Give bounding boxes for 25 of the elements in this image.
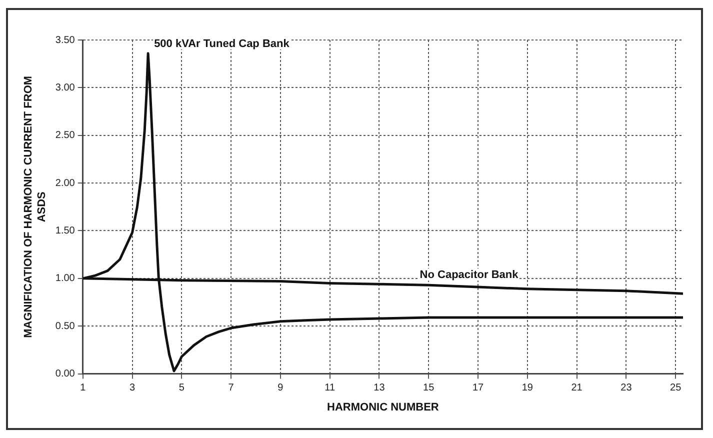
y-tick-label: 3.00 xyxy=(55,82,76,94)
y-tick-label: 0.00 xyxy=(55,368,76,380)
y-tick-label: 2.00 xyxy=(55,178,76,189)
x-tick-label: 21 xyxy=(571,382,583,394)
x-tick-label: 1 xyxy=(80,382,86,394)
x-tick-label: 17 xyxy=(472,382,484,394)
y-tick-label: 3.50 xyxy=(55,34,76,46)
x-tick-label: 5 xyxy=(178,382,185,394)
x-tick-label: 19 xyxy=(522,382,534,394)
y-tick-label: 2.50 xyxy=(55,130,76,142)
x-tick-label: 13 xyxy=(374,382,386,394)
x-tick-label: 3 xyxy=(129,382,136,394)
annotation: 500 kVAr Tuned Cap Bank xyxy=(154,38,290,50)
x-tick-label: 11 xyxy=(324,382,336,394)
x-tick-label: 25 xyxy=(670,382,682,394)
x-tick-label: 23 xyxy=(620,382,632,394)
x-axis-title: HARMONIC NUMBER xyxy=(327,401,439,414)
annotation: No Capacitor Bank xyxy=(420,269,520,282)
y-tick-label: 1.50 xyxy=(55,225,76,236)
y-tick-label: 1.00 xyxy=(55,273,76,284)
x-tick-label: 7 xyxy=(228,382,234,394)
x-tick-label: 9 xyxy=(278,382,284,394)
y-tick-label: 0.50 xyxy=(55,320,76,332)
x-tick-label: 15 xyxy=(423,382,435,394)
y-axis-title: MAGNIFICATION OF HARMONIC CURRENT FROM ASDS xyxy=(22,76,48,338)
